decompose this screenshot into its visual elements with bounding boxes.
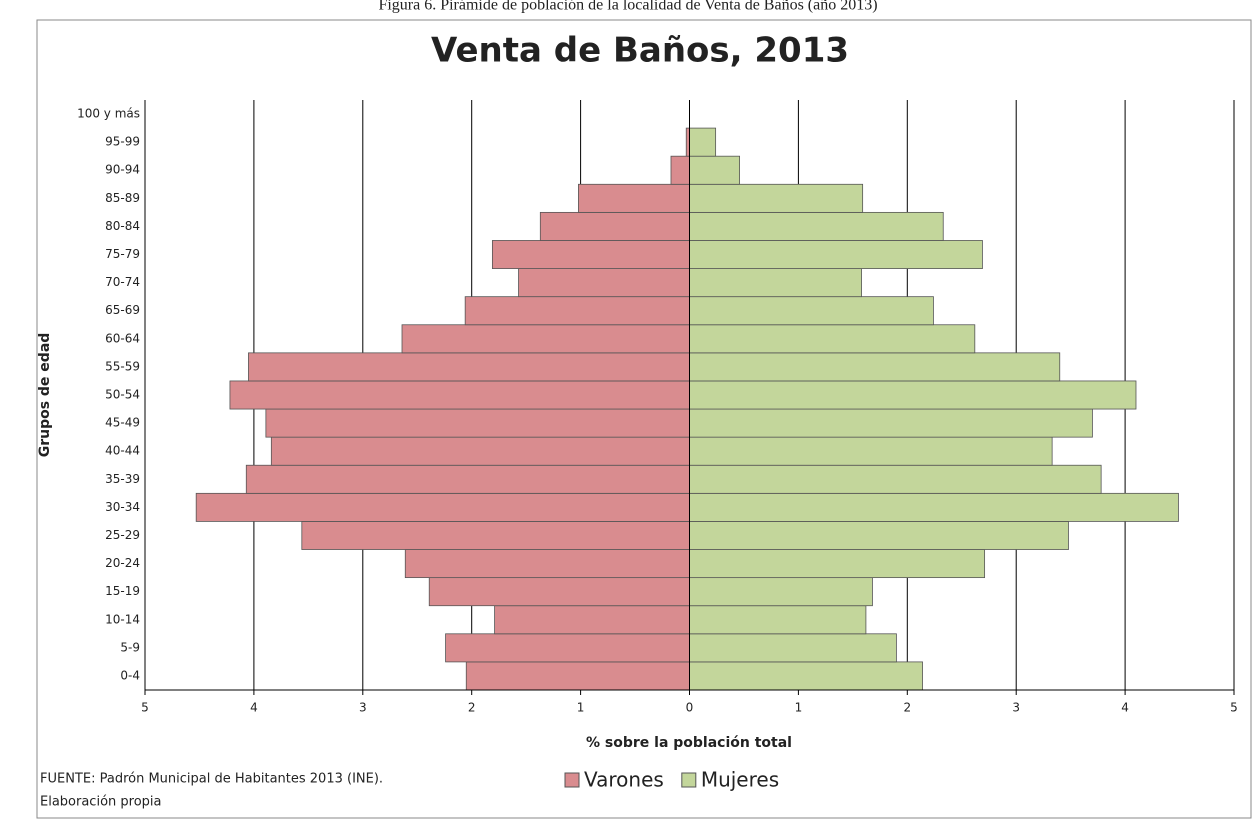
y-axis-label: Grupos de edad bbox=[37, 333, 53, 458]
bar bbox=[401, 324, 690, 354]
y-tick-label: 55-59 bbox=[105, 359, 140, 373]
x-tick-label: 3 bbox=[359, 701, 367, 715]
bar bbox=[539, 211, 690, 241]
y-tick-label: 20-24 bbox=[105, 556, 140, 570]
bar bbox=[689, 155, 740, 185]
source-note: Elaboración propia bbox=[40, 795, 162, 810]
bar bbox=[689, 521, 1069, 550]
bar bbox=[689, 296, 934, 326]
y-tick-label: 75-79 bbox=[105, 247, 140, 261]
bar bbox=[195, 492, 690, 522]
y-tick-label: 10-14 bbox=[105, 612, 140, 626]
bar bbox=[465, 661, 690, 691]
figure-caption: Figura 6. Pirámide de población de la lo… bbox=[378, 0, 877, 14]
legend-swatch bbox=[681, 772, 697, 788]
bar bbox=[464, 296, 690, 326]
y-tick-label: 30-34 bbox=[105, 500, 140, 514]
bar bbox=[229, 380, 690, 410]
y-tick-label: 45-49 bbox=[105, 416, 140, 430]
bar bbox=[689, 240, 983, 269]
bar bbox=[689, 127, 717, 157]
y-tick-label: 40-44 bbox=[105, 444, 140, 458]
bar bbox=[518, 268, 690, 298]
y-tick-label: 0-4 bbox=[120, 668, 140, 682]
bar bbox=[265, 408, 690, 438]
y-tick-label: 70-74 bbox=[105, 275, 140, 289]
y-tick-label: 25-29 bbox=[105, 528, 140, 542]
x-tick-label: 5 bbox=[141, 701, 149, 715]
bar bbox=[689, 577, 873, 607]
x-axis-label: % sobre la población total bbox=[586, 735, 792, 751]
x-tick-label: 2 bbox=[903, 701, 911, 715]
bar bbox=[491, 240, 690, 269]
y-tick-label: 65-69 bbox=[105, 303, 140, 317]
y-tick-label: 80-84 bbox=[105, 219, 140, 233]
bar bbox=[428, 577, 690, 607]
bar bbox=[270, 436, 690, 466]
x-tick-label: 1 bbox=[795, 701, 803, 715]
bar bbox=[248, 352, 690, 382]
bar bbox=[689, 436, 1053, 466]
bar bbox=[689, 183, 864, 213]
chart-frame bbox=[36, 19, 1252, 819]
bar bbox=[578, 183, 690, 213]
y-tick-label: 90-94 bbox=[105, 163, 140, 177]
x-tick-label: 2 bbox=[468, 701, 476, 715]
bar bbox=[301, 521, 690, 550]
bar bbox=[689, 492, 1179, 522]
x-tick-label: 0 bbox=[686, 701, 694, 715]
legend-swatch bbox=[564, 772, 580, 788]
bar bbox=[689, 352, 1061, 382]
bar bbox=[689, 408, 1093, 438]
bar bbox=[494, 605, 690, 635]
bar bbox=[689, 268, 862, 298]
legend-label: Varones bbox=[584, 768, 664, 792]
bar bbox=[689, 380, 1137, 410]
y-tick-label: 35-39 bbox=[105, 472, 140, 486]
bar bbox=[689, 549, 986, 579]
source-note: FUENTE: Padrón Municipal de Habitantes 2… bbox=[40, 772, 383, 787]
x-tick-label: 1 bbox=[577, 701, 585, 715]
legend-label: Mujeres bbox=[701, 768, 779, 792]
bar bbox=[689, 633, 897, 663]
y-tick-label: 15-19 bbox=[105, 584, 140, 598]
bar bbox=[404, 549, 690, 579]
y-tick-label: 100 y más bbox=[77, 107, 140, 121]
bar bbox=[689, 464, 1102, 494]
chart-title: Venta de Baños, 2013 bbox=[431, 31, 849, 71]
y-tick-label: 60-64 bbox=[105, 331, 140, 345]
y-tick-label: 85-89 bbox=[105, 191, 140, 205]
bar bbox=[670, 155, 690, 185]
x-tick-label: 4 bbox=[1121, 701, 1129, 715]
y-tick-label: 5-9 bbox=[120, 640, 140, 654]
x-tick-label: 3 bbox=[1012, 701, 1020, 715]
bar bbox=[689, 661, 923, 691]
bar bbox=[689, 324, 976, 354]
x-tick-label: 4 bbox=[250, 701, 258, 715]
bar bbox=[445, 633, 690, 663]
y-tick-label: 95-99 bbox=[105, 135, 140, 149]
bar bbox=[689, 211, 944, 241]
y-tick-label: 50-54 bbox=[105, 388, 140, 402]
bar bbox=[689, 605, 867, 635]
bar bbox=[245, 464, 690, 494]
x-tick-label: 5 bbox=[1230, 701, 1238, 715]
